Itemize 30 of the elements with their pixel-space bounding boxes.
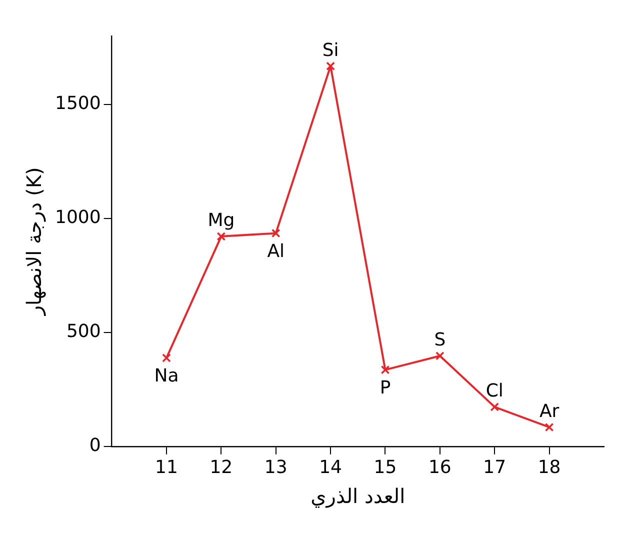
x-tick-label: 14 [319, 456, 342, 478]
annotation: Ar [539, 400, 560, 422]
x-tick-label: 13 [264, 456, 288, 478]
y-tick-label: 500 [66, 321, 101, 342]
annotation: Cl [486, 380, 504, 402]
point [544, 422, 554, 432]
point [380, 365, 390, 374]
point [162, 354, 171, 362]
point [326, 62, 335, 71]
y-tick-label: 1500 [54, 93, 101, 114]
point [216, 232, 226, 241]
annotation: Si [322, 40, 339, 61]
x-tick-label: 11 [155, 456, 178, 478]
x-tick-label: 17 [483, 456, 506, 478]
point [436, 351, 444, 360]
annotation: Na [154, 366, 179, 387]
y-tick-label: 0 [89, 435, 101, 456]
x-tick-label: 15 [374, 456, 397, 478]
annotation: P [380, 377, 391, 398]
annotation: Mg [208, 210, 235, 232]
x-tick-label: 12 [210, 456, 233, 478]
y-axis-title: درجة الانصهار (K) [22, 167, 46, 316]
x-axis-title: العدد الذري [310, 484, 406, 508]
point [490, 402, 500, 412]
point [271, 228, 280, 238]
annotation: S [434, 330, 446, 351]
y-tick-label: 1000 [54, 207, 101, 228]
annotation: Al [267, 240, 285, 262]
x-tick-label: 18 [538, 456, 561, 478]
x-tick-label: 16 [428, 456, 452, 478]
